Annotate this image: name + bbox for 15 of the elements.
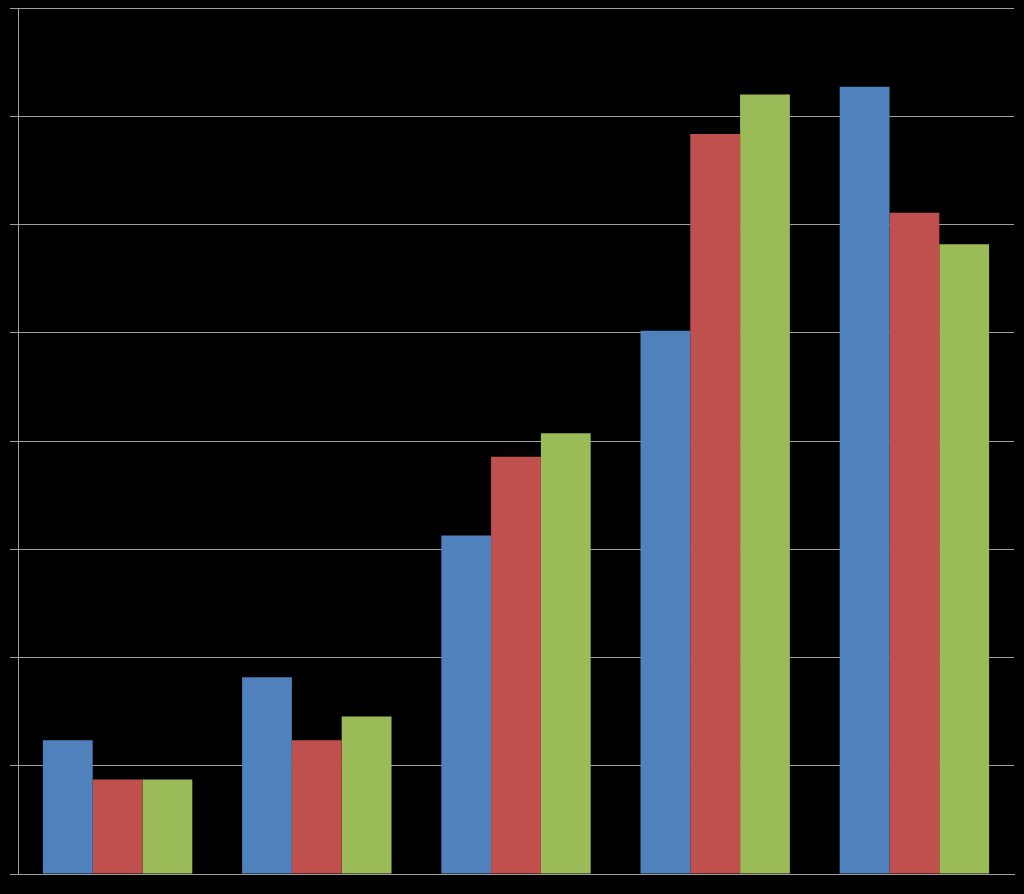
bar bbox=[939, 244, 990, 874]
bar bbox=[491, 456, 541, 874]
bar bbox=[690, 133, 741, 874]
bar bbox=[291, 740, 342, 874]
bar bbox=[142, 779, 193, 874]
bar bbox=[740, 94, 790, 874]
bar bbox=[540, 433, 591, 874]
bar bbox=[92, 779, 143, 874]
bar bbox=[242, 677, 292, 874]
bar bbox=[889, 212, 940, 874]
bar bbox=[42, 740, 93, 874]
bar bbox=[640, 330, 691, 874]
bar bbox=[341, 716, 392, 874]
bar bbox=[839, 86, 890, 874]
bar bbox=[441, 535, 492, 874]
